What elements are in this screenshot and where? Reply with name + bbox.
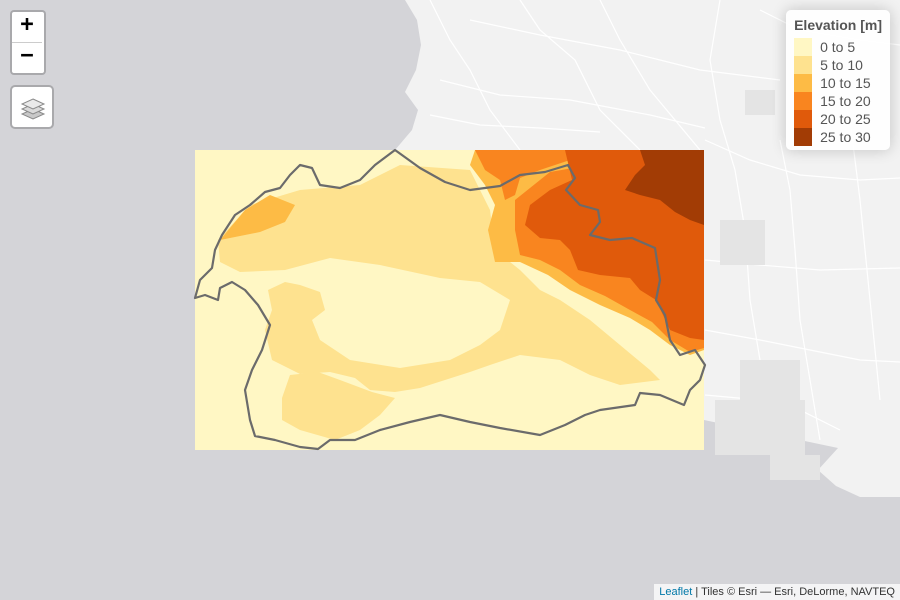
legend-title: Elevation [m] bbox=[794, 17, 882, 33]
elevation-legend: Elevation [m] 0 to 5 5 to 10 10 to 15 15 to… bbox=[786, 10, 890, 150]
legend-entry: 5 to 10 bbox=[794, 56, 882, 74]
area-boundary bbox=[193, 148, 707, 451]
legend-label: 20 to 25 bbox=[820, 111, 871, 127]
attribution-text: Tiles © Esri — Esri, DeLorme, NAVTEQ bbox=[701, 586, 895, 598]
town-blocks bbox=[715, 90, 820, 480]
legend-label: 5 to 10 bbox=[820, 57, 863, 73]
layers-control-button[interactable] bbox=[10, 85, 54, 129]
legend-swatch bbox=[794, 110, 813, 128]
legend-label: 10 to 15 bbox=[820, 75, 871, 91]
elevation-cell bbox=[218, 165, 660, 392]
legend-entry: 0 to 5 bbox=[794, 38, 882, 56]
zoom-in-button[interactable]: + bbox=[20, 12, 34, 37]
elevation-cell bbox=[282, 372, 395, 440]
legend-label: 0 to 5 bbox=[820, 39, 856, 55]
legend-swatch bbox=[794, 56, 813, 74]
legend-entry: 10 to 15 bbox=[794, 74, 882, 92]
legend-entry: 25 to 30 bbox=[794, 128, 882, 146]
elevation-raster bbox=[195, 150, 704, 450]
legend-label: 15 to 20 bbox=[820, 93, 871, 109]
attribution-bar: Leaflet | Tiles © Esri — Esri, DeLorme, … bbox=[654, 584, 900, 600]
zoom-control: + − bbox=[10, 10, 46, 75]
attribution-separator: | bbox=[692, 586, 702, 598]
legend-swatch bbox=[794, 128, 813, 146]
legend-label: 25 to 30 bbox=[820, 129, 871, 145]
legend-swatch bbox=[794, 38, 813, 56]
legend-swatch bbox=[794, 74, 813, 92]
elevation-cell bbox=[625, 150, 704, 225]
legend-swatch bbox=[794, 92, 813, 110]
legend-entry: 20 to 25 bbox=[794, 110, 882, 128]
layers-icon bbox=[20, 98, 46, 120]
legend-entries: 0 to 5 5 to 10 10 to 15 15 to 20 20 to 25 25 … bbox=[794, 38, 882, 146]
legend-entry: 15 to 20 bbox=[794, 92, 882, 110]
leaflet-link[interactable]: Leaflet bbox=[659, 586, 693, 598]
elevation-cell bbox=[220, 195, 295, 240]
zoom-out-button[interactable]: − bbox=[12, 42, 42, 73]
